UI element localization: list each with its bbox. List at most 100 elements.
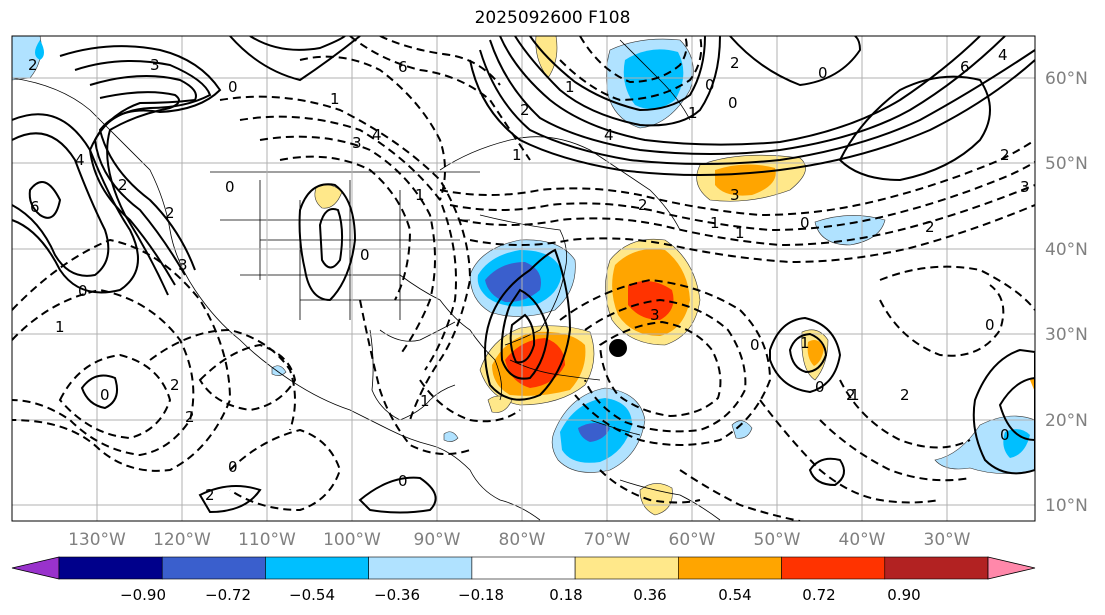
map-title: 2025092600 F108 (474, 8, 631, 28)
contour-label: 0 (728, 94, 738, 112)
contour-label: 4 (998, 46, 1008, 64)
colorbar-tick-label: −0.54 (289, 586, 335, 604)
colorbar-segment (884, 556, 989, 580)
coastline-layer (12, 39, 721, 521)
contour-label: 1 (688, 104, 698, 122)
contour-label: 3 (150, 56, 160, 74)
colorbar-tick-label: 0.18 (549, 586, 582, 604)
contour-label: 0 (360, 246, 370, 264)
contour-label: 2 (205, 486, 215, 504)
colorbar-segment (265, 556, 369, 580)
colorbar-segment (58, 556, 163, 580)
contour-label: 1 (850, 386, 860, 404)
contour-label: 0 (750, 336, 760, 354)
colorbar-segment (161, 556, 266, 580)
contour-label: 2 (170, 376, 180, 394)
colorbar-tick-labels: −0.90 −0.72 −0.54 −0.36 −0.18 0.18 0.36 … (120, 586, 921, 604)
contour-label: 2 (730, 54, 740, 72)
contour-label: 3 (1020, 178, 1030, 196)
plot-frame (11, 35, 1036, 522)
storm-center-marker (609, 339, 627, 357)
contour-label: 1 (735, 224, 745, 242)
contour-label: 0 (228, 78, 238, 96)
lon-label: 90°W (414, 530, 461, 550)
latitude-labels: 60°N 50°N 40°N 30°N 20°N 10°N (1045, 69, 1088, 516)
contour-label: 2 (28, 56, 38, 74)
contour-label: 2 (520, 101, 530, 119)
lon-label: 70°W (584, 530, 631, 550)
contour-label: 2 (900, 386, 910, 404)
lon-label: 80°W (499, 530, 546, 550)
contour-label: 0 (1000, 426, 1010, 444)
contour-label: 0 (398, 472, 408, 490)
lat-label: 10°N (1045, 496, 1088, 516)
colorbar-segment (471, 556, 576, 580)
colorbar-tick-label: 0.72 (802, 586, 835, 604)
contour-label: 0 (78, 282, 88, 300)
contour-label: 1 (512, 146, 522, 164)
colorbar-segment (781, 556, 886, 580)
contour-label: 2 (118, 176, 128, 194)
contour-label: 3 (650, 306, 660, 324)
lon-label: 40°W (839, 530, 886, 550)
lon-label: 30°W (924, 530, 971, 550)
contour-label: 0 (815, 378, 825, 396)
lat-label: 30°N (1045, 325, 1088, 345)
contour-label: 4 (604, 126, 614, 144)
lat-label: 40°N (1045, 240, 1088, 260)
contour-label: 6 (398, 58, 408, 76)
lon-label: 100°W (323, 530, 381, 550)
longitude-labels: 130°W 120°W 110°W 100°W 90°W 80°W 70°W 6… (68, 530, 971, 550)
contour-label: 4 (75, 151, 85, 169)
contour-label: 4 (372, 126, 382, 144)
shading-layer (12, 36, 1035, 516)
solid-contours (12, 36, 1035, 514)
contour-labels: 2 3 0 6 4 1 3 2 1 0 1 0 2 0 1 3 2 4 2 6 … (28, 46, 1030, 504)
colorbar-tick-label: 0.36 (633, 586, 666, 604)
contour-label: 2 (1000, 146, 1010, 164)
colorbar-segment (368, 556, 473, 580)
contour-label: 2 (638, 196, 648, 214)
contour-label: 3 (730, 186, 740, 204)
contour-label: 2 (185, 408, 195, 426)
contour-label: 0 (800, 214, 810, 232)
contour-label: 1 (710, 214, 720, 232)
dashed-contours (12, 36, 1035, 521)
colorbar-segments (58, 556, 989, 580)
colorbar-under-arrow (11, 556, 60, 580)
contour-label: 6 (960, 58, 970, 76)
contour-label: 0 (100, 386, 110, 404)
lat-label: 50°N (1045, 154, 1088, 174)
lon-label: 120°W (153, 530, 211, 550)
lat-label: 60°N (1045, 69, 1088, 89)
contour-label: 3 (178, 256, 188, 274)
lon-label: 130°W (68, 530, 126, 550)
colorbar-tick-label: 0.54 (718, 586, 751, 604)
colorbar-tick-label: −0.72 (205, 586, 251, 604)
colorbar-over-arrow (987, 556, 1036, 580)
contour-label: 3 (352, 134, 362, 152)
contour-label: 1 (800, 334, 810, 352)
map-plot-area (12, 36, 1035, 521)
contour-label: 2 (165, 204, 175, 222)
colorbar-segment (678, 556, 782, 580)
colorbar: −0.90 −0.72 −0.54 −0.36 −0.18 0.18 0.36 … (11, 556, 1036, 604)
lon-label: 60°W (669, 530, 716, 550)
colorbar-tick-label: −0.36 (374, 586, 420, 604)
contour-label: 1 (55, 318, 65, 336)
contour-label: 0 (705, 76, 715, 94)
lon-label: 50°W (754, 530, 801, 550)
contour-label: 1 (415, 186, 425, 204)
lon-label: 110°W (238, 530, 296, 550)
contour-label: 0 (228, 458, 238, 476)
contour-label: 2 (925, 218, 935, 236)
contour-label: 1 (565, 78, 575, 96)
contour-label: 0 (985, 316, 995, 334)
contour-label: 0 (818, 64, 828, 82)
colorbar-segment (574, 556, 679, 580)
colorbar-tick-label: 0.90 (887, 586, 920, 604)
contour-label: 1 (420, 392, 430, 410)
contour-label: 0 (225, 178, 235, 196)
contour-label: 2 (846, 386, 856, 404)
